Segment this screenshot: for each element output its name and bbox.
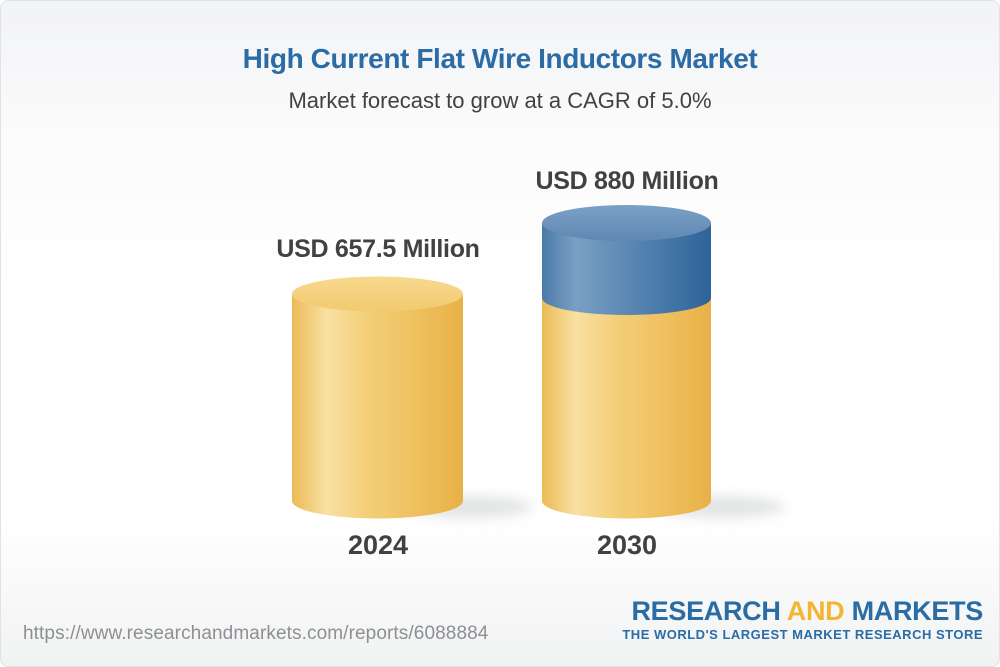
logo-word-markets: MARKETS bbox=[851, 596, 984, 626]
value-label-2024: USD 657.5 Million bbox=[276, 235, 480, 263]
logo-word-research: RESEARCH bbox=[631, 596, 781, 626]
bar-2030-cylinder bbox=[542, 205, 711, 519]
category-label-2030: 2030 bbox=[596, 530, 658, 560]
report-url: https://www.researchandmarkets.com/repor… bbox=[23, 623, 489, 644]
research-and-markets-logo: RESEARCH AND MARKETS THE WORLD'S LARGEST… bbox=[622, 597, 983, 643]
logo-tagline: THE WORLD'S LARGEST MARKET RESEARCH STOR… bbox=[622, 627, 983, 643]
page-subtitle: Market forecast to grow at a CAGR of 5.0… bbox=[288, 88, 712, 113]
bar-2024-cylinder bbox=[292, 276, 463, 519]
logo-wordmark: RESEARCH AND MARKETS bbox=[622, 597, 983, 625]
page-title: High Current Flat Wire Inductors Market bbox=[242, 43, 758, 74]
logo-word-and: AND bbox=[786, 596, 845, 626]
category-label-2024: 2024 bbox=[347, 530, 409, 560]
bar-2030-base-segment bbox=[542, 298, 711, 519]
bar-2030-growth-segment bbox=[542, 223, 711, 315]
value-label-2030: USD 880 Million bbox=[535, 167, 719, 195]
